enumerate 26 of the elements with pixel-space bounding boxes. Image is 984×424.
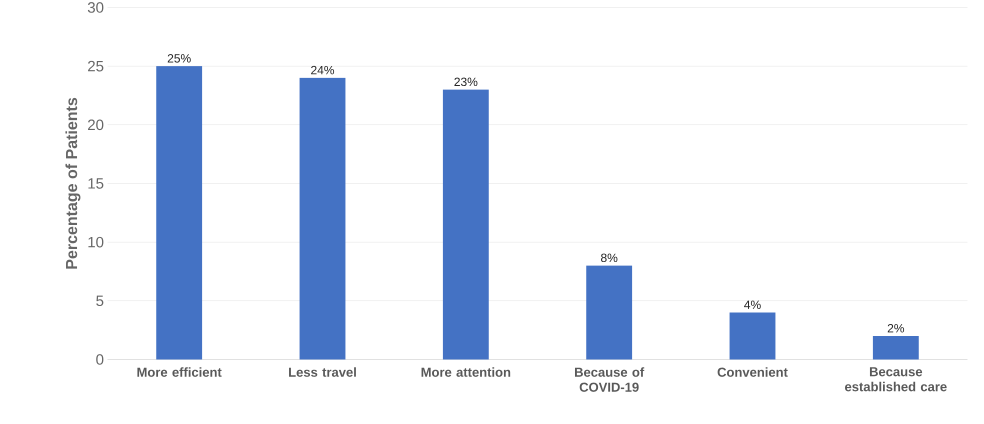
- data-label: 24%: [311, 66, 334, 74]
- data-label: 2%: [888, 324, 904, 332]
- x-tick-label: More attention: [422, 367, 510, 377]
- bar: [300, 78, 346, 360]
- y-tick-label: 30: [88, 2, 104, 13]
- x-tick-label: More efficient: [137, 367, 222, 377]
- y-tick-label: 0: [96, 354, 104, 365]
- bar: [586, 266, 632, 360]
- bar: [872, 336, 919, 360]
- y-axis-title: Percentage of Patients: [65, 98, 80, 269]
- bar: [442, 90, 489, 360]
- y-tick-label: 15: [88, 178, 104, 189]
- x-tick-label: Because of COVID-19: [574, 367, 644, 392]
- data-label: 8%: [601, 254, 618, 262]
- data-label: 4%: [744, 300, 761, 309]
- x-tick-label: Less travel: [289, 367, 356, 377]
- data-label: 23%: [454, 78, 478, 86]
- data-label: 25%: [168, 54, 191, 63]
- bar: [730, 312, 776, 360]
- x-tick-label: Because established care: [845, 367, 947, 392]
- y-tick-label: 25: [88, 60, 104, 72]
- y-tick-label: 5: [96, 296, 104, 306]
- bar: [156, 66, 202, 360]
- x-tick-label: Convenient: [718, 367, 788, 377]
- y-tick-label: 20: [88, 119, 104, 130]
- y-tick-label: 10: [88, 236, 104, 248]
